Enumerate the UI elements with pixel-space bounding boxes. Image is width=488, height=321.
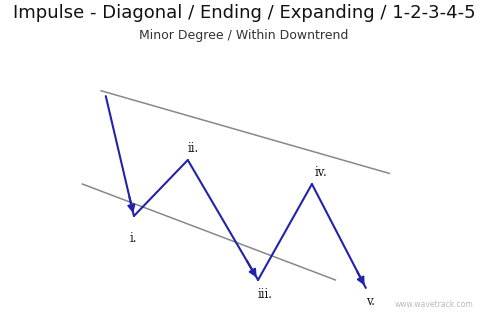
Text: i.: i. <box>129 232 137 245</box>
Text: v.: v. <box>366 295 375 308</box>
Text: www.wavetrack.com: www.wavetrack.com <box>395 300 473 309</box>
Text: iv.: iv. <box>314 166 327 179</box>
Text: Minor Degree / Within Downtrend: Minor Degree / Within Downtrend <box>139 29 349 42</box>
Text: Impulse - Diagonal / Ending / Expanding / 1-2-3-4-5: Impulse - Diagonal / Ending / Expanding … <box>13 4 475 22</box>
Text: ii.: ii. <box>188 142 199 155</box>
Text: iii.: iii. <box>258 288 273 301</box>
